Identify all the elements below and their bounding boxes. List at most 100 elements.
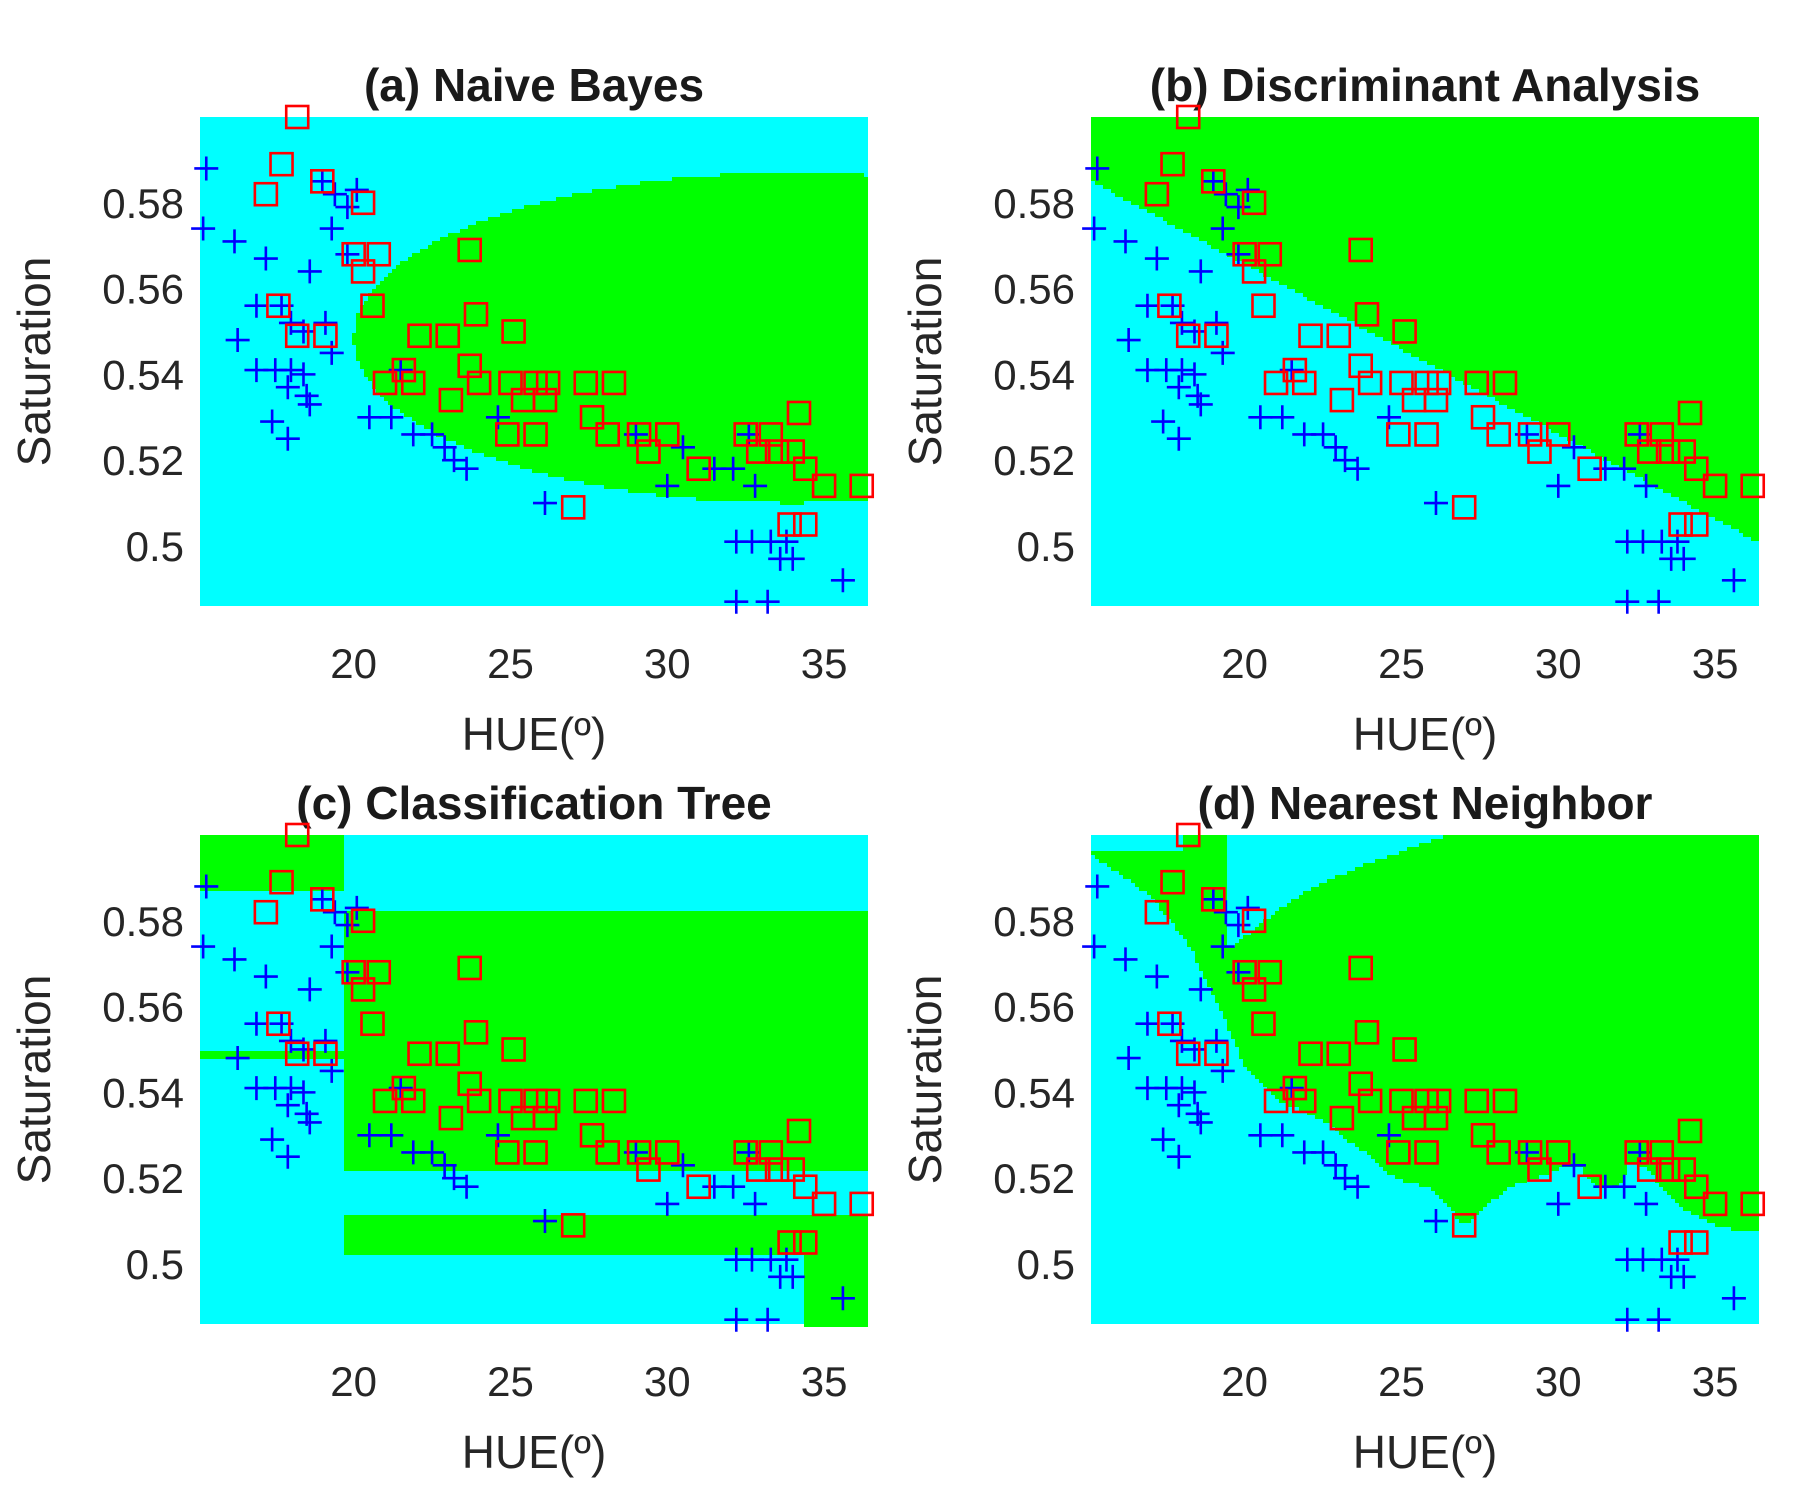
- data-point-square: [560, 495, 586, 520]
- data-point-square: [1683, 512, 1709, 537]
- y-tick-label: 0.56: [102, 984, 184, 1031]
- data-point-square: [560, 1213, 586, 1238]
- panel-title: (d) Nearest Neighbor: [1198, 777, 1653, 829]
- y-axis-label: Saturation: [8, 257, 60, 467]
- data-point-plus: [1615, 589, 1640, 614]
- data-point-square: [1263, 370, 1289, 396]
- data-point-square: [1426, 370, 1452, 396]
- data-point-square: [1348, 237, 1374, 263]
- data-point-square: [1357, 370, 1383, 396]
- data-point-square: [1677, 1118, 1703, 1144]
- data-point-square: [1486, 1140, 1511, 1165]
- data-point-square: [341, 241, 366, 267]
- panel-c: (c) Classification Tree 20 25 30 35 0.5 0.52 0.…: [8, 777, 875, 1478]
- data-point-square: [1683, 456, 1709, 482]
- data-point-square: [391, 1075, 417, 1101]
- data-point-square: [686, 456, 711, 482]
- data-point-square: [1668, 512, 1693, 537]
- x-axis-label: HUE(º): [462, 708, 607, 760]
- y-axis-label: Saturation: [899, 257, 951, 467]
- data-point-square: [1348, 353, 1374, 379]
- data-point-square: [733, 422, 758, 447]
- data-point-plus: [191, 216, 216, 241]
- y-tick-label: 0.58: [993, 180, 1075, 227]
- data-point-square: [654, 1140, 680, 1165]
- data-point-plus: [532, 1209, 557, 1234]
- data-point-plus: [743, 1191, 768, 1216]
- data-point-plus: [454, 1174, 479, 1199]
- data-point-plus: [278, 310, 303, 335]
- data-point-plus: [1210, 934, 1235, 959]
- x-tick-label: 30: [644, 1358, 691, 1405]
- y-tick-label: 0.54: [993, 351, 1075, 398]
- region-class2: [1091, 117, 1759, 541]
- data-point-square: [1160, 869, 1185, 895]
- data-point-plus: [1166, 426, 1191, 451]
- data-point-plus: [1169, 310, 1194, 335]
- data-point-plus: [253, 964, 278, 989]
- y-tick-label: 0.5: [126, 523, 184, 570]
- y-tick-label: 0.52: [993, 1155, 1075, 1202]
- data-point-square: [310, 169, 335, 194]
- data-point-square: [313, 323, 338, 349]
- data-point-square: [391, 357, 417, 383]
- data-point-square: [1241, 190, 1267, 216]
- x-tick-label: 25: [487, 1358, 534, 1405]
- data-point-plus: [222, 947, 247, 972]
- data-point-plus: [1615, 1307, 1640, 1332]
- data-point-plus: [1665, 1247, 1690, 1272]
- data-point-square: [1655, 439, 1681, 464]
- data-point-square: [1545, 1140, 1571, 1165]
- data-point-plus: [1423, 491, 1448, 516]
- data-point-plus: [344, 895, 369, 920]
- data-point-square: [764, 439, 790, 464]
- data-point-square: [269, 869, 294, 895]
- data-point-square: [1470, 1122, 1496, 1148]
- data-point-square: [360, 293, 385, 319]
- data-point-plus: [1646, 589, 1671, 614]
- data-point-plus: [319, 1058, 344, 1083]
- x-tick-label: 35: [1692, 640, 1739, 687]
- data-point-square: [654, 422, 680, 447]
- data-point-square: [745, 439, 771, 464]
- data-point-square: [777, 512, 802, 537]
- data-point-square: [438, 387, 464, 413]
- data-point-square: [498, 370, 523, 396]
- data-point-plus: [655, 1191, 680, 1216]
- data-point-square: [1392, 319, 1417, 344]
- data-point-square: [786, 1118, 812, 1144]
- data-point-square: [1241, 259, 1267, 284]
- data-point-square: [1392, 1037, 1417, 1062]
- data-point-square: [1423, 387, 1449, 413]
- data-point-square: [495, 1140, 520, 1165]
- data-point-plus: [1248, 1123, 1273, 1148]
- data-point-plus: [1135, 1011, 1160, 1036]
- region-class2: [200, 835, 868, 1327]
- data-point-square: [758, 1140, 784, 1165]
- data-point-plus: [1085, 874, 1110, 899]
- data-point-square: [253, 899, 279, 925]
- data-point-plus: [755, 1307, 780, 1332]
- data-point-square: [523, 370, 548, 396]
- data-point-plus: [442, 448, 467, 473]
- x-tick-label: 20: [1221, 640, 1268, 687]
- data-point-plus: [774, 1247, 799, 1272]
- data-point-square: [1668, 1230, 1693, 1255]
- data-point-plus: [1721, 568, 1746, 593]
- data-point-plus: [297, 1110, 322, 1135]
- data-point-plus: [1135, 293, 1160, 318]
- data-point-square: [1175, 1041, 1201, 1067]
- data-point-plus: [1323, 1153, 1348, 1178]
- data-point-plus: [1201, 887, 1226, 912]
- data-point-square: [1251, 293, 1276, 319]
- data-point-square: [1257, 241, 1283, 267]
- data-point-plus: [260, 409, 285, 434]
- data-point-square: [786, 400, 812, 426]
- y-tick-label: 0.5: [1017, 523, 1075, 570]
- data-point-square: [1671, 1157, 1697, 1182]
- data-point-square: [573, 370, 599, 396]
- data-point-square: [435, 323, 461, 349]
- x-tick-label: 30: [644, 640, 691, 687]
- data-point-square: [1423, 1105, 1449, 1131]
